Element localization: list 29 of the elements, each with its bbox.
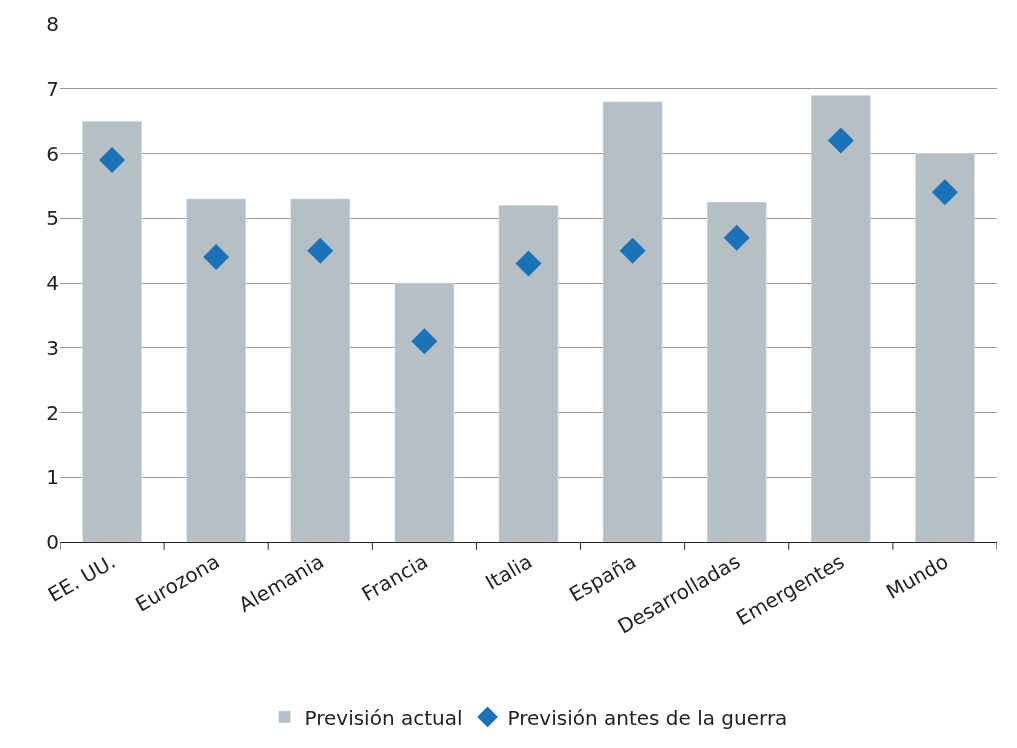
legend-label: Previsión antes de la guerra xyxy=(507,705,788,730)
bar xyxy=(915,153,975,542)
y-tick-label: 6 xyxy=(46,141,59,166)
point xyxy=(203,244,230,271)
y-tick-label: 1 xyxy=(46,465,59,490)
y-tick-label: 4 xyxy=(46,271,59,295)
y-tick-label: 8 xyxy=(46,12,59,36)
y-tick-label: 5 xyxy=(46,206,59,231)
bar xyxy=(186,198,247,542)
bar xyxy=(82,120,142,542)
point xyxy=(931,179,958,206)
bar xyxy=(602,101,663,542)
bar xyxy=(394,282,455,542)
point xyxy=(619,237,646,264)
point xyxy=(411,328,438,355)
bar xyxy=(498,205,559,542)
bar xyxy=(290,198,351,542)
bar xyxy=(810,94,871,542)
y-tick-label: 2 xyxy=(46,400,59,425)
point xyxy=(723,224,750,251)
point xyxy=(307,237,334,264)
point xyxy=(827,127,854,154)
point xyxy=(515,250,542,277)
legend-label: Previsión actual xyxy=(304,705,463,730)
y-tick-label: 7 xyxy=(46,76,59,101)
bar xyxy=(706,201,767,542)
x-tick-label: Italia xyxy=(481,549,536,595)
point xyxy=(99,146,126,173)
y-tick-label: 3 xyxy=(46,335,59,360)
